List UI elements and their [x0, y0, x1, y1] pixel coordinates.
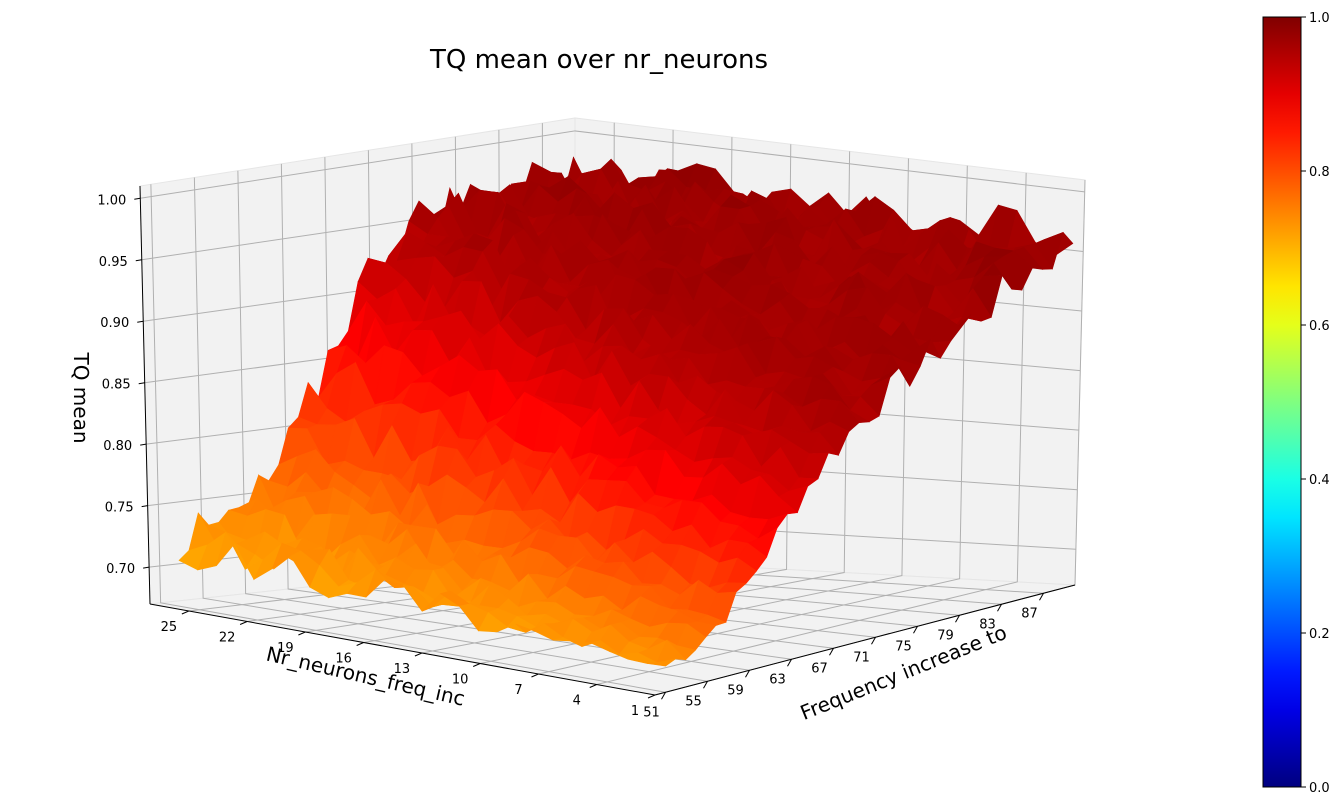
z-tick-label: 0.70 — [106, 562, 135, 577]
z-tick-mark — [134, 197, 141, 200]
y-tick-mark — [472, 663, 481, 667]
y-tick-mark — [298, 631, 306, 636]
x-tick-label: 59 — [727, 683, 744, 698]
z-tick-label: 0.75 — [105, 501, 134, 516]
z-tick-label: 0.80 — [103, 439, 132, 454]
z-tick-mark — [135, 259, 142, 262]
x-tick-label: 83 — [979, 617, 996, 632]
x-tick-label: 87 — [1021, 606, 1038, 621]
y-tick-label: 19 — [277, 641, 294, 656]
surface-face — [646, 658, 676, 667]
z-tick-mark — [141, 505, 148, 508]
x-tick-label: 75 — [895, 639, 912, 654]
surface — [178, 156, 1074, 667]
y-tick-label: 25 — [161, 620, 178, 635]
y-tick-label: 13 — [394, 662, 411, 677]
x-tick-label: 79 — [937, 628, 954, 643]
z-tick-label: 0.90 — [100, 316, 129, 331]
y-tick-label: 4 — [573, 694, 581, 709]
chart-title: TQ mean over nr_neurons — [429, 45, 768, 75]
z-tick-mark — [140, 443, 147, 446]
z-tick-label: 1.00 — [97, 193, 126, 208]
x-tick-mark — [997, 604, 1002, 612]
colorbar: 0.0 0.2 0.4 0.6 0.8 1.0 — [1262, 11, 1330, 796]
y-tick-mark — [356, 642, 364, 646]
x-tick-label: 63 — [769, 672, 786, 687]
colorbar-tick-label: 0.2 — [1309, 627, 1330, 642]
x-tick-mark — [661, 692, 666, 700]
x-axis-line — [654, 584, 1076, 696]
y-tick-label: 1 — [631, 704, 639, 719]
x-tick-mark — [745, 670, 750, 678]
x-tick-mark — [829, 648, 834, 656]
colorbar-gradient — [1262, 16, 1302, 788]
z-axis-label: TQ mean — [69, 351, 93, 443]
x-tick-label: 71 — [853, 650, 870, 665]
x-tick-mark — [703, 681, 708, 689]
colorbar-tick-label: 0.4 — [1309, 473, 1330, 488]
colorbar-tick-label: 0.8 — [1309, 165, 1330, 180]
z-tick-mark — [143, 566, 150, 569]
y-tick-mark — [414, 652, 423, 657]
z-tick-mark — [138, 382, 145, 385]
z-tick-label: 0.95 — [99, 255, 128, 270]
z-tick-mark — [137, 320, 144, 323]
y-tick-label: 22 — [219, 631, 236, 646]
y-tick-mark — [181, 610, 190, 615]
y-tick-label: 16 — [335, 652, 352, 667]
x-tick-label: 51 — [643, 705, 660, 720]
x-tick-mark — [913, 626, 918, 634]
z-axis-line — [139, 185, 151, 605]
y-tick-mark — [239, 621, 248, 625]
colorbar-tick-label: 0.6 — [1309, 319, 1330, 334]
y-tick-mark — [531, 673, 539, 678]
x-tick-mark — [955, 615, 960, 623]
axes: 51 55 59 63 67 71 75 79 83 87 1 4 7 10 13 16 19 22 25 0.70 0… — [97, 185, 1076, 720]
colorbar-tick-label: 1.0 — [1309, 11, 1330, 26]
y-axis-line — [149, 603, 656, 696]
colorbar-tick-label: 0.0 — [1309, 781, 1330, 796]
y-tick-mark — [589, 684, 597, 688]
y-tick-label: 7 — [514, 683, 522, 698]
x-tick-mark — [1039, 593, 1044, 601]
x-tick-mark — [871, 637, 876, 645]
y-tick-label: 10 — [452, 673, 469, 688]
z-tick-label: 0.85 — [102, 378, 131, 393]
x-tick-label: 55 — [685, 694, 702, 709]
x-tick-label: 67 — [811, 661, 828, 676]
y-tick-mark — [647, 694, 656, 699]
x-tick-mark — [787, 659, 792, 667]
